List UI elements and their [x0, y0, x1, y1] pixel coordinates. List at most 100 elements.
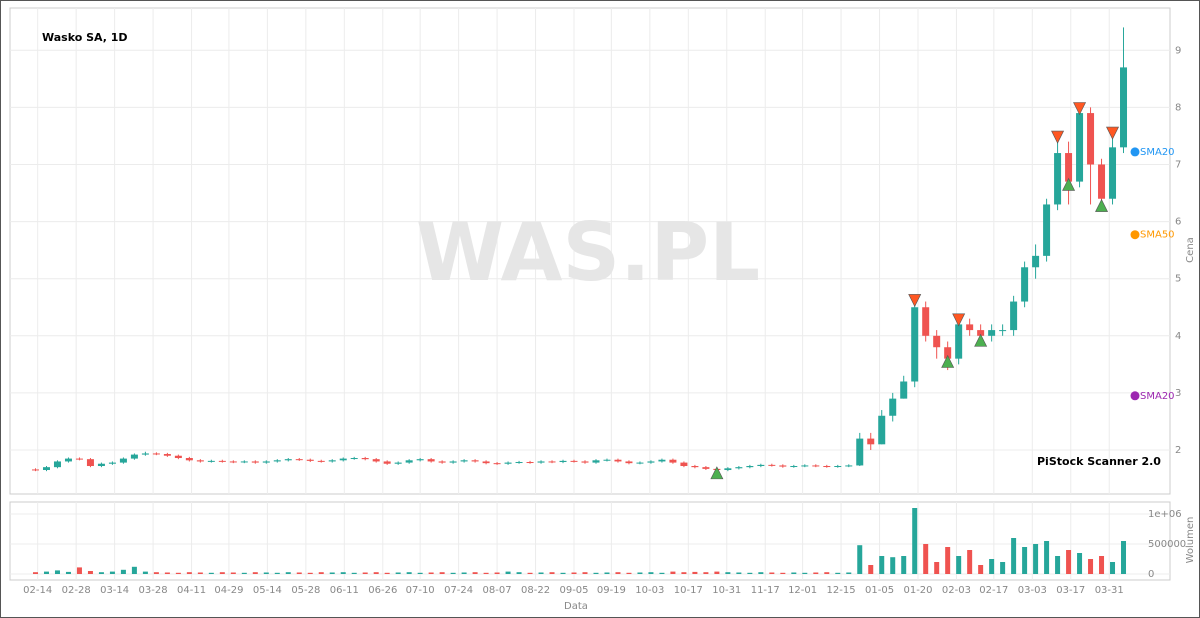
y-tick-label: 9	[1175, 45, 1181, 56]
volume-bar	[43, 571, 49, 574]
x-tick-label: 05-28	[291, 585, 320, 596]
x-tick-label: 06-26	[368, 585, 397, 596]
volume-bar	[131, 566, 137, 574]
candle-body	[31, 469, 39, 471]
x-tick-label: 02-03	[942, 585, 971, 596]
volume-bar	[307, 572, 313, 574]
volume-bar	[384, 572, 390, 574]
volume-bar	[1011, 538, 1017, 574]
candle-body	[471, 460, 479, 462]
volume-bar	[329, 572, 335, 574]
candle-body	[834, 466, 842, 468]
candle-body	[64, 458, 72, 462]
volume-bar	[142, 571, 148, 574]
candle-body	[1065, 153, 1073, 182]
x-tick-label: 03-17	[1056, 585, 1085, 596]
volume-tick-label: 500000	[1148, 539, 1186, 550]
candle-body	[559, 460, 567, 463]
x-tick-label: 01-05	[865, 585, 894, 596]
volume-bar	[747, 572, 753, 574]
candle-body	[900, 381, 908, 399]
candle-body	[383, 461, 391, 464]
candle-body	[42, 467, 50, 471]
candle-body	[823, 466, 831, 468]
y-tick-label: 3	[1175, 388, 1181, 399]
candle-body	[735, 467, 743, 469]
volume-bar	[879, 556, 885, 574]
candle-body	[801, 465, 809, 467]
candle-body	[636, 462, 644, 464]
candle-body	[295, 459, 303, 461]
candle-body	[647, 461, 655, 463]
x-tick-label: 01-20	[903, 585, 932, 596]
candle-body	[911, 307, 919, 382]
candle-body	[449, 461, 457, 463]
volume-bar	[175, 572, 181, 574]
candle-body	[537, 461, 545, 463]
sell-marker	[908, 294, 922, 308]
volume-bar	[956, 556, 962, 574]
x-tick-label: 12-01	[788, 585, 817, 596]
candle-body	[1054, 153, 1062, 205]
candle-body	[889, 398, 897, 416]
x-tick-label: 10-17	[674, 585, 703, 596]
volume-bar	[1088, 559, 1094, 574]
buy-marker	[1095, 198, 1109, 212]
volume-bar	[802, 572, 808, 574]
sell-marker	[1106, 126, 1120, 140]
buy-marker	[710, 466, 724, 480]
candle-body	[174, 455, 182, 459]
volume-bar	[439, 572, 445, 574]
volume-bar	[373, 572, 379, 574]
candle-body	[361, 458, 369, 460]
volume-tick-label: 1e+06	[1148, 509, 1182, 520]
y-tick-label: 7	[1175, 159, 1181, 170]
volume-bar	[241, 572, 247, 574]
candle-body	[658, 459, 666, 462]
volume-bar	[681, 572, 687, 574]
sell-marker	[1051, 130, 1065, 144]
sell-marker	[1073, 102, 1087, 116]
candle-body	[251, 461, 259, 463]
volume-bar	[835, 572, 841, 574]
volume-bar	[901, 556, 907, 574]
x-tick-label: 03-03	[1018, 585, 1047, 596]
volume-pane	[9, 501, 1171, 581]
volume-bar	[923, 544, 929, 574]
x-tick-label: 11-17	[751, 585, 780, 596]
candle-body	[427, 459, 435, 462]
candle-body	[746, 466, 754, 468]
volume-bar	[758, 572, 764, 574]
sell-marker	[952, 313, 966, 327]
volume-bar	[868, 565, 874, 574]
candle-body	[196, 460, 204, 462]
volume-bar	[274, 572, 280, 574]
volume-bar	[692, 571, 698, 574]
candle-body	[1010, 301, 1018, 331]
candle-body	[108, 462, 116, 464]
volume-bar	[164, 572, 170, 574]
candle-body	[779, 465, 787, 467]
candle-body	[669, 459, 677, 463]
candle-body	[570, 460, 578, 462]
candle-body	[988, 330, 996, 336]
volume-bar	[912, 508, 918, 574]
volume-bar	[549, 572, 555, 574]
candle-body	[438, 461, 446, 463]
candle-body	[328, 460, 336, 462]
candle-body	[350, 458, 358, 460]
y-tick-label: 5	[1175, 274, 1181, 285]
candle-body	[592, 460, 600, 463]
candle-body	[317, 460, 325, 462]
candle-body	[493, 463, 501, 465]
candle-body	[163, 454, 171, 456]
indicator-dot	[1130, 230, 1140, 240]
volume-tick-label: 0	[1148, 569, 1154, 580]
volume-bar	[659, 572, 665, 574]
candle-body	[757, 464, 765, 467]
volume-bar	[494, 572, 500, 574]
volume-bar	[560, 572, 566, 574]
candle-body	[812, 465, 820, 467]
x-tick-label: 07-24	[444, 585, 473, 596]
candle-body	[284, 459, 292, 461]
